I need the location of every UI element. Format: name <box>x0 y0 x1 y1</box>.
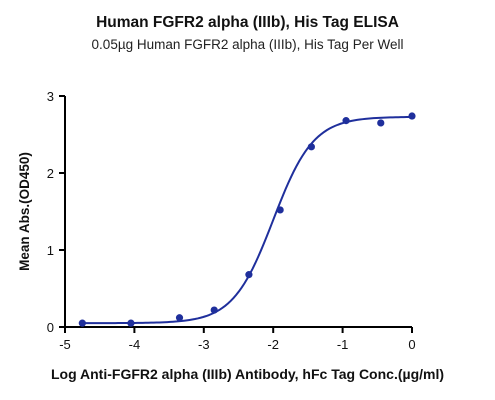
data-point <box>307 143 315 151</box>
chart-subtitle: 0.05µg Human FGFR2 alpha (IIIb), His Tag… <box>91 37 404 52</box>
axis-ticks: -5 -4 -3 -2 -1 0 0 1 2 3 <box>47 89 416 352</box>
x-tick-label: -4 <box>129 337 141 352</box>
y-tick-label: 2 <box>47 166 54 181</box>
x-tick-label: 0 <box>408 337 415 352</box>
x-axis-label: Log Anti-FGFR2 alpha (IIIb) Antibody, hF… <box>51 366 444 382</box>
x-tick-label: -2 <box>267 337 279 352</box>
fit-curve <box>82 116 413 325</box>
data-point <box>175 314 184 322</box>
data-point <box>342 117 350 125</box>
chart-title: Human FGFR2 alpha (IIIb), His Tag ELISA <box>96 14 399 31</box>
data-point <box>210 306 218 314</box>
y-tick-label: 0 <box>47 320 54 335</box>
y-tick-label: 3 <box>47 89 54 104</box>
data-points <box>78 112 416 327</box>
data-point <box>408 112 416 120</box>
y-tick-label: 1 <box>47 243 54 258</box>
data-point <box>78 319 86 327</box>
data-point <box>245 271 253 279</box>
data-point <box>276 206 284 214</box>
x-tick-label: -3 <box>198 337 210 352</box>
y-axis-label: Mean Abs.(OD450) <box>17 152 32 271</box>
data-point <box>377 119 385 127</box>
x-tick-label: -5 <box>59 337 71 352</box>
x-tick-label: -1 <box>337 337 349 352</box>
data-point <box>127 319 135 327</box>
